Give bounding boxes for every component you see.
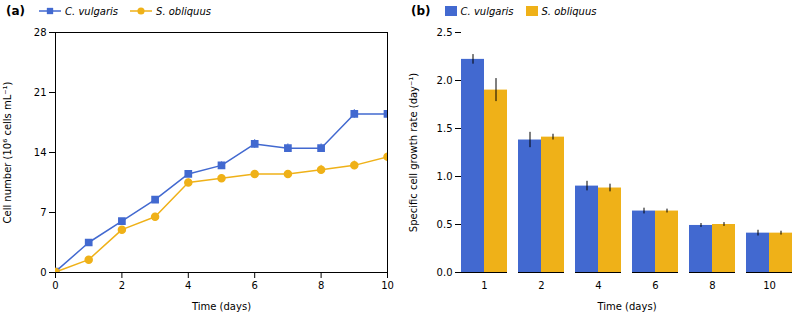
svg-text:Cell number (10⁶ cells mL⁻¹): Cell number (10⁶ cells mL⁻¹) xyxy=(2,81,13,223)
svg-text:Time (days): Time (days) xyxy=(191,301,251,312)
svg-text:6: 6 xyxy=(252,280,258,291)
html-text:(a): (a) xyxy=(6,4,26,18)
svg-text:10: 10 xyxy=(763,280,776,291)
html-text:S. obliquus: S. obliquus xyxy=(541,5,597,17)
html-text:C. vulgaris: C. vulgaris xyxy=(65,5,118,17)
svg-text:0.0: 0.0 xyxy=(437,267,453,278)
svg-text:10: 10 xyxy=(381,280,394,291)
svg-text:0.5: 0.5 xyxy=(437,219,453,230)
svg-text:Time (days): Time (days) xyxy=(596,301,656,312)
svg-text:1: 1 xyxy=(481,280,487,291)
svg-text:2.0: 2.0 xyxy=(437,75,453,86)
svg-text:2: 2 xyxy=(538,280,544,291)
html-text:(b): (b) xyxy=(411,4,431,18)
svg-text:6: 6 xyxy=(652,280,658,291)
svg-text:1.0: 1.0 xyxy=(437,171,453,182)
svg-text:8: 8 xyxy=(709,280,715,291)
svg-text:28: 28 xyxy=(34,27,47,38)
svg-text:1.5: 1.5 xyxy=(437,123,453,134)
svg-text:0: 0 xyxy=(40,267,46,278)
svg-text:2.5: 2.5 xyxy=(437,27,453,38)
html-text:C. vulgaris: C. vulgaris xyxy=(460,5,514,17)
svg-text:14: 14 xyxy=(34,147,47,158)
svg-text:0: 0 xyxy=(52,280,58,291)
svg-text:21: 21 xyxy=(34,87,47,98)
svg-text:Specific cell growth rate (day: Specific cell growth rate (day⁻¹) xyxy=(408,73,419,233)
svg-text:4: 4 xyxy=(185,280,191,291)
svg-text:2: 2 xyxy=(119,280,125,291)
svg-text:8: 8 xyxy=(318,280,324,291)
svg-text:4: 4 xyxy=(595,280,601,291)
html-text:S. obliquus: S. obliquus xyxy=(156,5,211,17)
svg-text:7: 7 xyxy=(40,207,46,218)
